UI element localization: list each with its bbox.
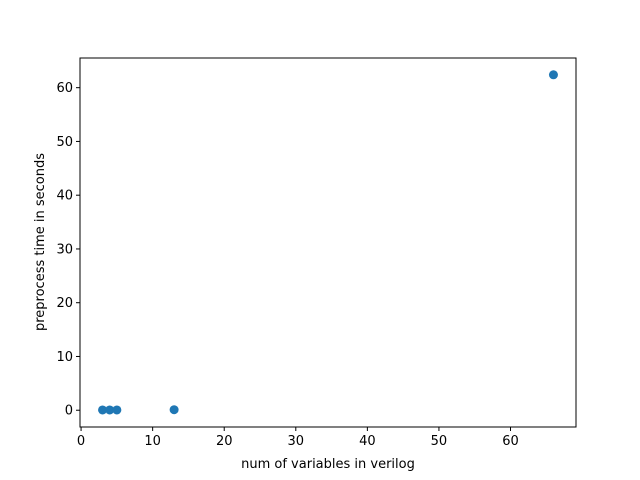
data-point bbox=[548, 70, 558, 80]
data-point bbox=[112, 405, 122, 415]
x-tick-label: 40 bbox=[359, 434, 376, 449]
data-points bbox=[98, 70, 558, 415]
x-tick-label: 30 bbox=[288, 434, 305, 449]
x-axis-label: num of variables in verilog bbox=[241, 457, 415, 472]
y-axis-label: preprocess time in seconds bbox=[33, 153, 48, 331]
y-tick-label: 50 bbox=[56, 135, 73, 150]
x-tick-label: 10 bbox=[144, 434, 161, 449]
x-tick-label: 50 bbox=[431, 434, 448, 449]
x-tick-label: 0 bbox=[77, 434, 85, 449]
y-tick-label: 0 bbox=[65, 404, 73, 419]
x-tick-label: 20 bbox=[216, 434, 233, 449]
y-tick-label: 20 bbox=[56, 296, 73, 311]
x-axis-ticks: 0 10 20 30 40 50 60 bbox=[77, 427, 519, 449]
x-tick-label: 60 bbox=[502, 434, 519, 449]
y-tick-label: 60 bbox=[56, 81, 73, 96]
data-point bbox=[105, 405, 115, 415]
y-tick-label: 40 bbox=[56, 189, 73, 204]
data-point bbox=[169, 405, 179, 415]
y-tick-label: 10 bbox=[56, 350, 73, 365]
plot-frame bbox=[79, 57, 577, 428]
y-axis-ticks: 0 10 20 30 40 50 60 bbox=[56, 81, 80, 419]
data-point bbox=[98, 405, 108, 415]
y-tick-label: 30 bbox=[56, 242, 73, 257]
